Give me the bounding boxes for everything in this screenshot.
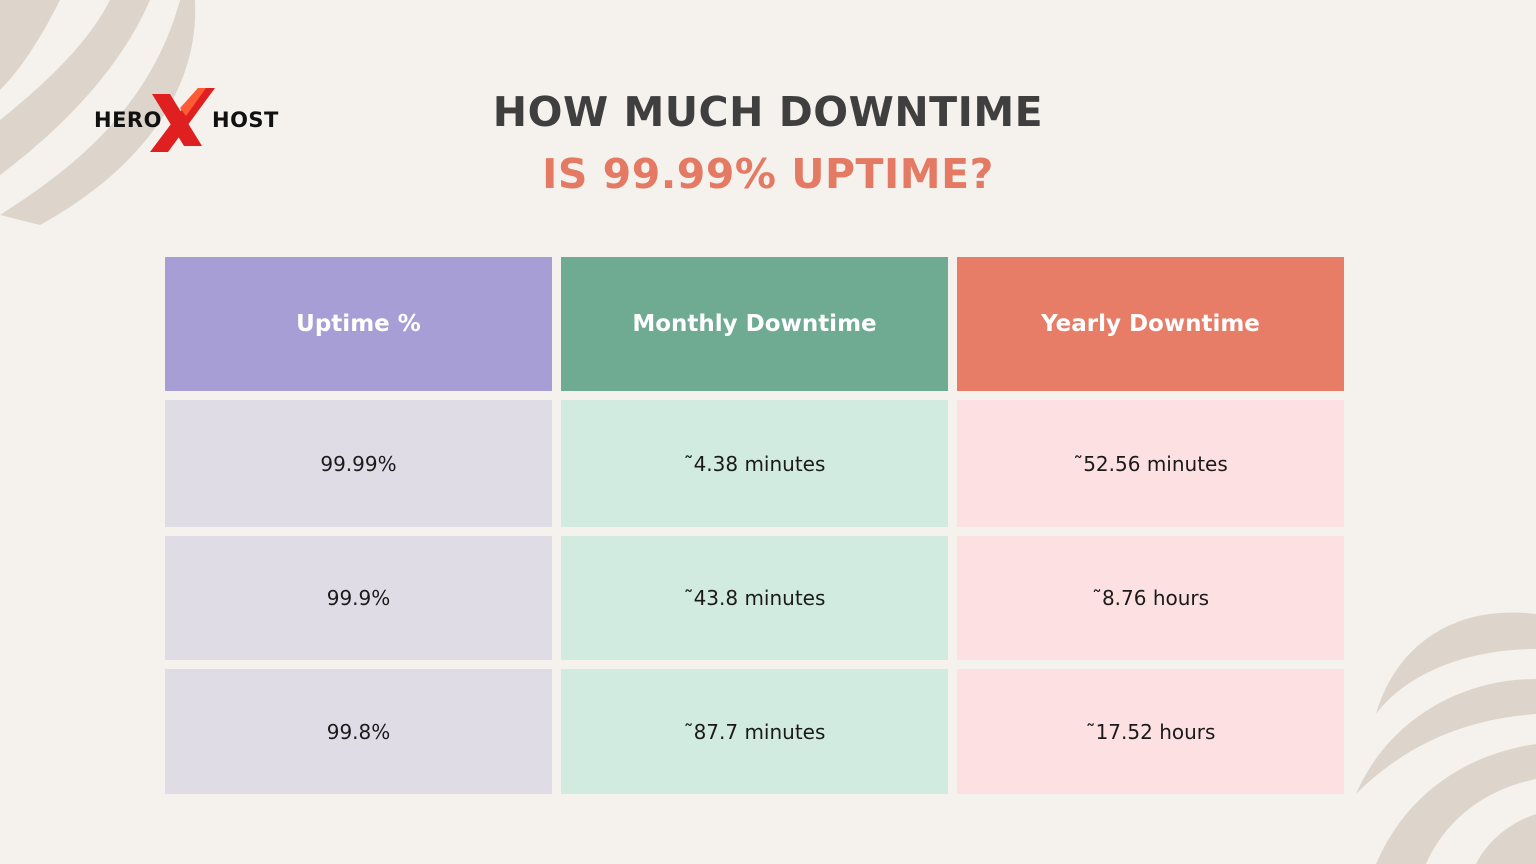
cell-monthly-downtime: ˜87.7 minutes — [561, 669, 948, 794]
page-title-line-2: IS 99.99% UPTIME? — [542, 150, 994, 198]
cell-uptime: 99.9% — [165, 536, 552, 660]
logo-x-mark — [150, 88, 215, 152]
cell-monthly-downtime: ˜43.8 minutes — [561, 536, 948, 660]
cell-yearly-downtime: ˜17.52 hours — [957, 669, 1344, 794]
table-header-row: Uptime % Monthly Downtime Yearly Downtim… — [165, 257, 1345, 391]
table-row: 99.99% ˜4.38 minutes ˜52.56 minutes — [165, 400, 1345, 527]
header-monthly-downtime: Monthly Downtime — [561, 257, 948, 391]
cell-monthly-downtime: ˜4.38 minutes — [561, 400, 948, 527]
logo-text-hero: HERO — [94, 108, 162, 132]
header-yearly-downtime: Yearly Downtime — [957, 257, 1344, 391]
logo-text-host: HOST — [212, 108, 279, 132]
header-uptime: Uptime % — [165, 257, 552, 391]
cell-uptime: 99.99% — [165, 400, 552, 527]
uptime-table: Uptime % Monthly Downtime Yearly Downtim… — [165, 257, 1345, 803]
table-row: 99.8% ˜87.7 minutes ˜17.52 hours — [165, 669, 1345, 794]
page-title-line-1: HOW MUCH DOWNTIME — [492, 88, 1044, 136]
herohost-logo: HERO HOST — [92, 86, 279, 156]
cell-yearly-downtime: ˜52.56 minutes — [957, 400, 1344, 527]
cell-uptime: 99.8% — [165, 669, 552, 794]
cell-yearly-downtime: ˜8.76 hours — [957, 536, 1344, 660]
table-row: 99.9% ˜43.8 minutes ˜8.76 hours — [165, 536, 1345, 660]
